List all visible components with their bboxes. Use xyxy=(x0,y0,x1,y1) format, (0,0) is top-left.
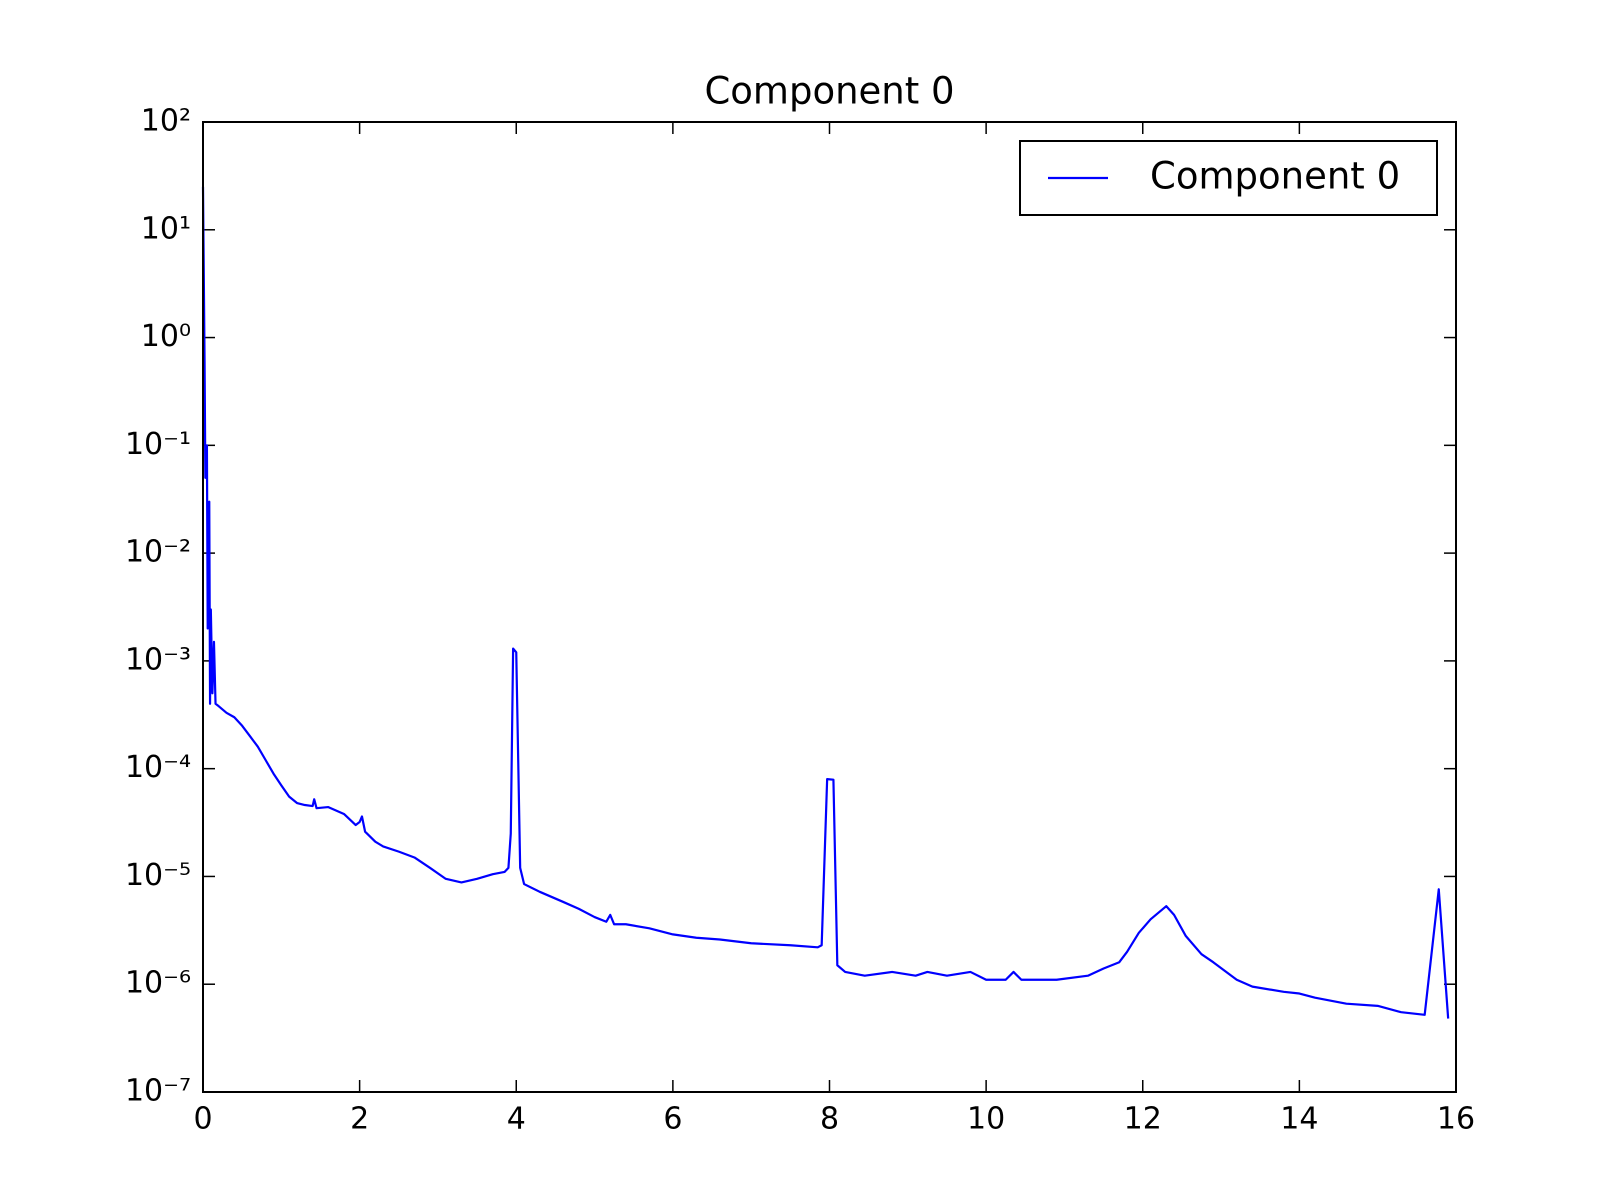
x-tick-label: 14 xyxy=(1280,1102,1318,1137)
x-tick-label: 0 xyxy=(193,1102,212,1137)
y-tick-label: 10⁰ xyxy=(141,319,191,354)
x-tick-label: 8 xyxy=(820,1102,839,1137)
y-tick-label: 10⁻⁴ xyxy=(125,750,191,785)
y-tick-label: 10⁻⁷ xyxy=(125,1074,191,1109)
chart-title: Component 0 xyxy=(704,70,954,113)
y-tick-label: 10² xyxy=(141,104,191,139)
x-tick-label: 6 xyxy=(663,1102,682,1137)
y-tick-label: 10⁻⁵ xyxy=(125,858,191,893)
x-tick-label: 16 xyxy=(1437,1102,1475,1137)
x-tick-label: 10 xyxy=(967,1102,1005,1137)
y-tick-label: 10¹ xyxy=(141,211,191,246)
y-tick-label: 10⁻¹ xyxy=(125,427,191,462)
x-tick-label: 2 xyxy=(350,1102,369,1137)
y-tick-label: 10⁻⁶ xyxy=(125,966,191,1001)
x-tick-label: 12 xyxy=(1124,1102,1162,1137)
plot-frame xyxy=(202,121,1457,1093)
data-line xyxy=(201,186,1450,1019)
x-tick-label: 4 xyxy=(507,1102,526,1137)
y-tick-label: 10⁻³ xyxy=(125,642,191,677)
y-tick-label: 10⁻² xyxy=(125,535,191,570)
legend-label: Component 0 xyxy=(1150,155,1400,198)
